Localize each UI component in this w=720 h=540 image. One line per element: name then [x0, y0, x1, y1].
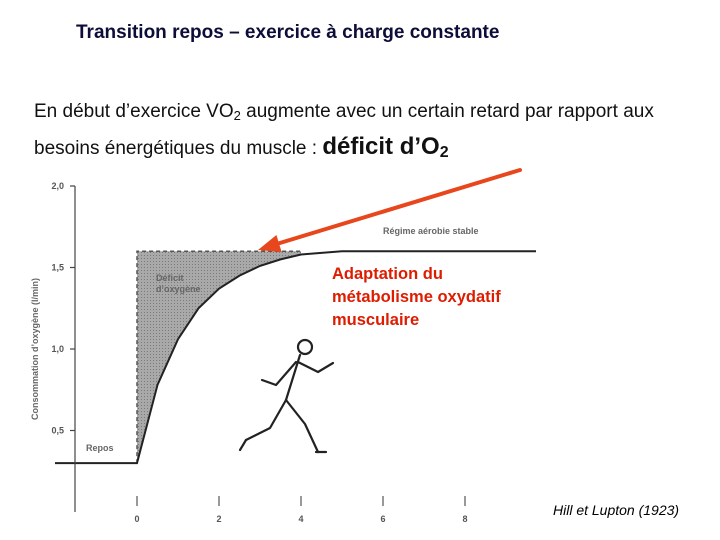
oxygen-deficit-term: déficit d’O2 — [322, 133, 449, 161]
slide-title: Transition repos – exercice à charge con… — [76, 22, 500, 43]
x-tick-label: 6 — [380, 514, 385, 524]
intro-part1: En début d’exercice VO — [34, 101, 234, 122]
oxygen-deficit-area — [137, 251, 301, 464]
oxygen-deficit-label: déficit d’O — [322, 133, 440, 160]
y-axis: 0,5 1,0 1,5 2,0 — [51, 181, 76, 512]
adaptation-annotation: Adaptation du métabolisme oxydatif muscu… — [330, 262, 534, 333]
y-tick-label: 0,5 — [51, 426, 64, 436]
x-tick-label: 4 — [298, 514, 303, 524]
pointer-arrow-head — [258, 234, 282, 253]
y-tick-label: 1,5 — [51, 263, 64, 273]
deficit-label-line2: d’oxygène — [156, 284, 201, 294]
rest-label: Repos — [86, 443, 114, 453]
x-tick-label: 0 — [134, 514, 139, 524]
intro-part2: augmente avec un certain retard par rapp… — [34, 101, 654, 159]
y-tick-label: 1,0 — [51, 344, 64, 354]
intro-text: En début d’exercice VO2 augmente avec un… — [34, 96, 714, 168]
y-tick-label: 2,0 — [51, 181, 64, 191]
oxygen-deficit-subscript: 2 — [439, 144, 449, 161]
steady-state-label: Régime aérobie stable — [383, 226, 479, 236]
deficit-outline — [136, 250, 301, 464]
y-axis-label: Consommation d’oxygène (l/min) — [30, 278, 40, 420]
x-axis: 0 2 4 6 8 — [134, 496, 468, 524]
pointer-arrow — [268, 168, 522, 248]
intro-subscript: 2 — [233, 108, 241, 123]
vo2-curve — [55, 250, 536, 465]
deficit-label-line1: Déficit — [156, 273, 184, 283]
x-tick-label: 2 — [216, 514, 221, 524]
source-credit: Hill et Lupton (1923) — [553, 502, 680, 518]
runner-figure — [238, 338, 335, 454]
x-tick-label: 8 — [462, 514, 467, 524]
